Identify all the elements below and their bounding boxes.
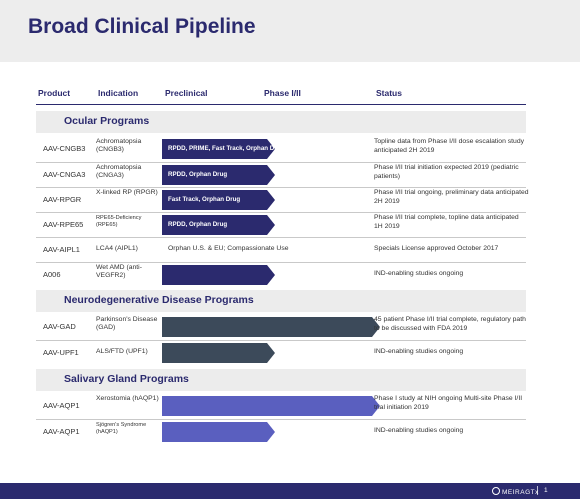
progress-bar — [162, 396, 380, 416]
progress-arrow-shape — [162, 215, 275, 235]
status-text: 45 patient Phase I/II trial complete, re… — [374, 316, 526, 332]
column-header-preclinical: Preclinical — [165, 88, 208, 98]
pipeline-row: AAV-AQP1 Xerostomia (hAQP1) Phase I stud… — [36, 394, 526, 418]
status-text: IND-enabling studies ongoing — [374, 427, 464, 434]
progress-arrow-shape — [162, 139, 275, 159]
progress-arrow-shape — [162, 396, 380, 416]
section-title-salivary: Salivary Gland Programs — [64, 373, 189, 385]
designation-label: Fast Track, Orphan Drug — [168, 196, 241, 203]
progress-bar: RPDD, Orphan Drug — [162, 165, 275, 185]
progress-bar — [162, 317, 380, 337]
product-name: AAV-AQP1 — [43, 401, 80, 410]
section-neuro: Neurodegenerative Disease Programs — [36, 290, 526, 312]
progress-bar: RPDD, Orphan Drug — [162, 215, 275, 235]
row-divider — [36, 212, 526, 213]
pipeline-row: AAV-AQP1 Sjögren's Syndrome (hAQP1) IND-… — [36, 420, 526, 444]
indication: ALS/FTD (UPF1) — [96, 348, 148, 355]
pipeline-row: AAV-RPE65 RPE65-Deficiency (RPE65) RPDD,… — [36, 213, 526, 237]
indication: Parkinson's Disease (GAD) — [96, 316, 158, 331]
progress-arrow — [162, 215, 275, 235]
progress-arrow — [162, 396, 380, 416]
pipeline-row: AAV-CNGB3 Achromatopsia (CNGB3) RPDD, PR… — [36, 137, 526, 161]
column-header-product: Product — [38, 88, 71, 98]
pipeline-row: AAV-AIPL1 LCA4 (AIPL1) Orphan U.S. & EU;… — [36, 238, 526, 262]
product-name: AAV-AIPL1 — [43, 245, 80, 254]
row-divider — [36, 340, 526, 341]
status-text: Topline data from Phase I/II dose escala… — [374, 138, 524, 154]
pipeline-row: AAV-RPGR X-linked RP (RPGR) Fast Track, … — [36, 188, 529, 212]
product-name: AAV-RPGR — [43, 195, 82, 204]
column-header-phase: Phase I/II — [264, 88, 301, 98]
indication: Wet AMD (anti-VEGFR2) — [96, 264, 142, 279]
header-divider — [36, 104, 526, 105]
status-text: Phase I/II trial complete, topline data … — [374, 214, 519, 230]
status-text: IND-enabling studies ongoing — [374, 348, 464, 355]
row-divider — [36, 262, 526, 263]
page-title: Broad Clinical Pipeline — [28, 15, 256, 38]
progress-arrow-shape — [162, 265, 275, 285]
pipeline-row: AAV-CNGA3 Achromatopsia (CNGA3) RPDD, Or… — [36, 163, 526, 187]
status-text: Phase I/II trial initiation expected 201… — [374, 164, 519, 180]
footer-bar: MEIRAGTx 1 — [0, 483, 580, 499]
logo-icon — [492, 487, 500, 495]
header-bar: Broad Clinical Pipeline — [0, 0, 580, 62]
status-text: Phase I study at NIH ongoing Multi-site … — [374, 395, 523, 411]
progress-arrow-shape — [162, 190, 275, 210]
progress-arrow-shape — [162, 165, 275, 185]
progress-bar — [162, 343, 275, 363]
progress-arrow — [162, 165, 275, 185]
section-title-ocular: Ocular Programs — [64, 115, 150, 127]
progress-arrow — [162, 343, 275, 363]
row-divider — [36, 162, 526, 163]
row-divider — [36, 187, 526, 188]
product-name: AAV-CNGB3 — [43, 144, 86, 153]
progress-arrow — [162, 265, 275, 285]
section-salivary: Salivary Gland Programs — [36, 369, 526, 391]
indication: Achromatopsia (CNGB3) — [96, 138, 142, 153]
indication: Sjögren's Syndrome (hAQP1) — [96, 422, 147, 435]
column-header-status: Status — [376, 88, 402, 98]
page-number: 1 — [544, 487, 548, 494]
product-name: AAV-GAD — [43, 322, 76, 331]
progress-bar — [162, 265, 275, 285]
progress-arrow-shape — [162, 343, 275, 363]
indication: X-linked RP (RPGR) — [96, 189, 158, 196]
progress-arrow-shape — [162, 422, 275, 442]
indication: Achromatopsia (CNGA3) — [96, 164, 142, 179]
pipeline-row: AAV-GAD Parkinson's Disease (GAD) 45 pat… — [36, 315, 526, 339]
designation-label: RPDD, PRIME, Fast Track, Orphan Drug — [168, 145, 285, 152]
progress-arrow — [162, 190, 275, 210]
progress-arrow — [162, 422, 275, 442]
company-logo: MEIRAGTx — [492, 487, 539, 496]
indication: Xerostomia (hAQP1) — [96, 395, 159, 402]
product-name: AAV-RPE65 — [43, 220, 84, 229]
status-text: Phase I/II trial ongoing, preliminary da… — [374, 189, 529, 205]
section-ocular: Ocular Programs — [36, 111, 526, 133]
indication: RPE65-Deficiency (RPE65) — [96, 215, 142, 228]
progress-bar: Fast Track, Orphan Drug — [162, 190, 275, 210]
designation-label: RPDD, Orphan Drug — [168, 171, 228, 178]
indication: LCA4 (AIPL1) — [96, 245, 138, 252]
status-text: IND-enabling studies ongoing — [374, 270, 464, 277]
product-name: AAV-AQP1 — [43, 427, 80, 436]
product-name: AAV-UPF1 — [43, 348, 79, 357]
designation-text: Orphan U.S. & EU; Compassionate Use — [168, 245, 289, 252]
product-name: A006 — [43, 270, 61, 279]
progress-arrow-shape — [162, 317, 380, 337]
pipeline-row: AAV-UPF1 ALS/FTD (UPF1) IND-enabling stu… — [36, 341, 526, 365]
row-divider — [36, 237, 526, 238]
pipeline-row: A006 Wet AMD (anti-VEGFR2) IND-enabling … — [36, 263, 526, 287]
progress-arrow — [162, 317, 380, 337]
progress-bar — [162, 422, 275, 442]
logo-text: MEIRAGTx — [502, 489, 539, 496]
row-divider — [36, 419, 526, 420]
progress-bar: RPDD, PRIME, Fast Track, Orphan Drug — [162, 139, 284, 159]
column-header-indication: Indication — [98, 88, 139, 98]
status-text: Specials License approved October 2017 — [374, 245, 499, 252]
section-title-neuro: Neurodegenerative Disease Programs — [64, 294, 254, 306]
page-separator — [537, 486, 538, 495]
product-name: AAV-CNGA3 — [43, 170, 86, 179]
progress-arrow — [162, 139, 275, 159]
designation-label: RPDD, Orphan Drug — [168, 221, 228, 228]
